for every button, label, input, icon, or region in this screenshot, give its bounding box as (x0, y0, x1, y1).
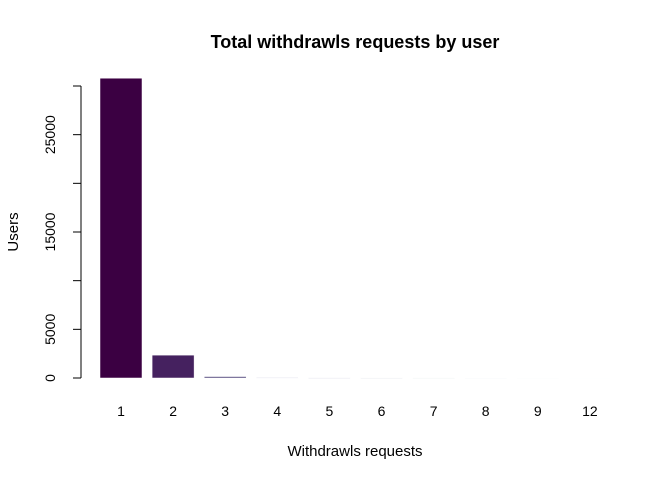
bar-4 (256, 377, 299, 379)
x-tick-label: 5 (326, 403, 334, 419)
bar-7 (412, 377, 455, 379)
x-tick-label: 7 (430, 403, 438, 419)
x-tick-label: 2 (169, 403, 177, 419)
x-tick-label: 9 (534, 403, 542, 419)
bar-3 (203, 376, 247, 379)
bar-1 (99, 77, 143, 379)
y-tick-label: 25000 (42, 115, 58, 154)
x-axis-label: Withdrawls requests (287, 443, 422, 460)
y-tick-label: 5000 (42, 314, 58, 345)
bar-8 (464, 377, 507, 379)
x-tick-label: 6 (378, 403, 386, 419)
bar-9 (516, 377, 560, 379)
x-tick-label: 8 (482, 403, 490, 419)
bar-5 (308, 377, 351, 379)
x-tick-label: 1 (117, 403, 125, 419)
bar-2 (151, 354, 195, 379)
x-tick-label: 4 (273, 403, 281, 419)
bars (99, 77, 612, 379)
y-axis-label: Users (5, 212, 22, 251)
y-axis: 0 5000 15000 25000 (42, 85, 82, 382)
bar-12 (568, 377, 612, 379)
y-tick-label: 0 (42, 374, 58, 382)
x-tick-labels: 1 2 3 4 5 6 7 8 9 12 (117, 403, 598, 419)
y-tick-label: 15000 (42, 212, 58, 251)
bar-6 (360, 377, 403, 379)
chart-title: Total withdrawls requests by user (211, 32, 500, 52)
x-tick-label: 3 (221, 403, 229, 419)
x-tick-label: 12 (582, 403, 598, 419)
